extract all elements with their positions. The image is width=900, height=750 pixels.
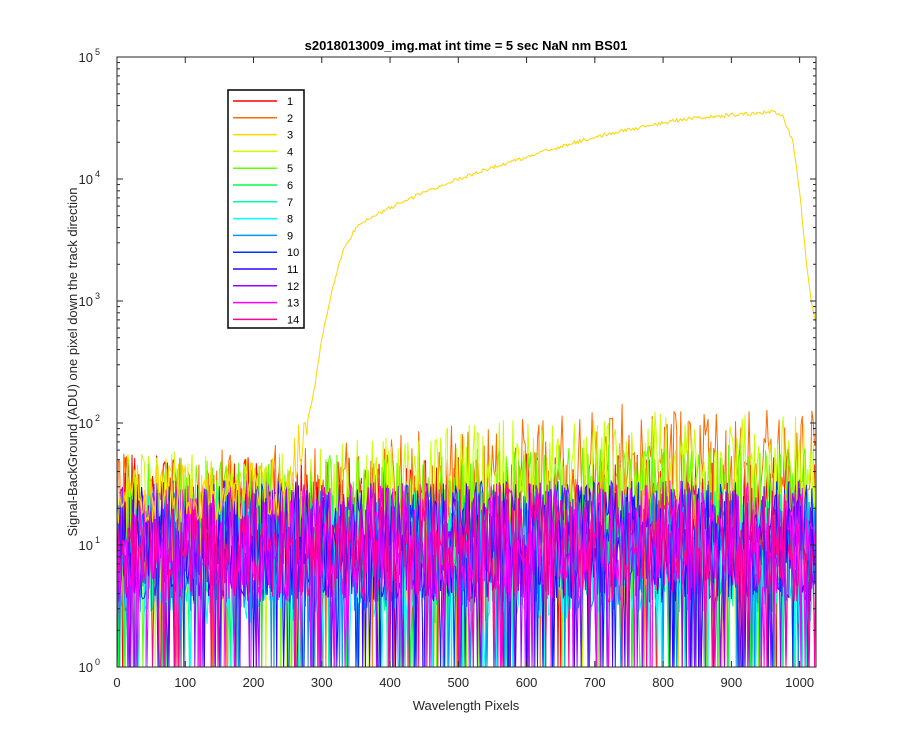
legend-label-1: 1 <box>287 96 293 108</box>
x-tick-label: 300 <box>311 675 333 690</box>
y-tick-label: 10 <box>79 660 93 675</box>
y-tick-label: 10 <box>79 538 93 553</box>
y-tick-exponent: 2 <box>95 413 100 423</box>
legend-label-5: 5 <box>287 163 293 175</box>
chart-title: s2018013009_img.mat int time = 5 sec NaN… <box>305 38 628 53</box>
y-tick-label: 10 <box>79 294 93 309</box>
x-tick-label: 700 <box>584 675 606 690</box>
legend-label-12: 12 <box>287 281 299 293</box>
y-tick-label: 10 <box>79 416 93 431</box>
x-tick-label: 100 <box>174 675 196 690</box>
legend-label-10: 10 <box>287 247 299 259</box>
plot-area <box>116 56 817 668</box>
x-tick-label: 400 <box>379 675 401 690</box>
series-line-13 <box>117 480 816 667</box>
legend-label-6: 6 <box>287 180 293 192</box>
x-tick-label: 500 <box>447 675 469 690</box>
y-tick-exponent: 3 <box>95 291 100 301</box>
x-tick-label: 600 <box>516 675 538 690</box>
series-layer <box>117 109 816 667</box>
x-tick-label: 0 <box>113 675 120 690</box>
y-tick-exponent: 5 <box>95 47 100 57</box>
series-line-14 <box>117 480 816 667</box>
y-tick-label: 10 <box>79 50 93 65</box>
legend-label-2: 2 <box>287 113 293 125</box>
y-tick-exponent: 1 <box>95 535 100 545</box>
y-tick-exponent: 0 <box>95 657 100 667</box>
x-tick-label: 900 <box>721 675 743 690</box>
legend-label-8: 8 <box>287 214 293 226</box>
y-tick-exponent: 4 <box>95 169 100 179</box>
x-tick-label: 200 <box>243 675 265 690</box>
legend-label-9: 9 <box>287 230 293 242</box>
legend-label-13: 13 <box>287 298 299 310</box>
legend-label-14: 14 <box>287 314 299 326</box>
y-axis-label: Signal-BackGround (ADU) one pixel down t… <box>65 187 80 536</box>
legend-label-4: 4 <box>287 146 293 158</box>
x-axis: 0 100 200 300 400 500 600 700 800 900 1000 <box>113 57 814 690</box>
legend-label-3: 3 <box>287 130 293 142</box>
series-line-3 <box>117 109 816 524</box>
axes-box <box>116 56 817 668</box>
legend-label-11: 11 <box>287 264 298 276</box>
x-tick-label: 800 <box>652 675 674 690</box>
x-tick-label: 1000 <box>785 675 814 690</box>
x-axis-label: Wavelength Pixels <box>413 698 520 713</box>
y-tick-label: 10 <box>79 172 93 187</box>
legend-label-7: 7 <box>287 197 293 209</box>
legend-box <box>227 89 305 329</box>
